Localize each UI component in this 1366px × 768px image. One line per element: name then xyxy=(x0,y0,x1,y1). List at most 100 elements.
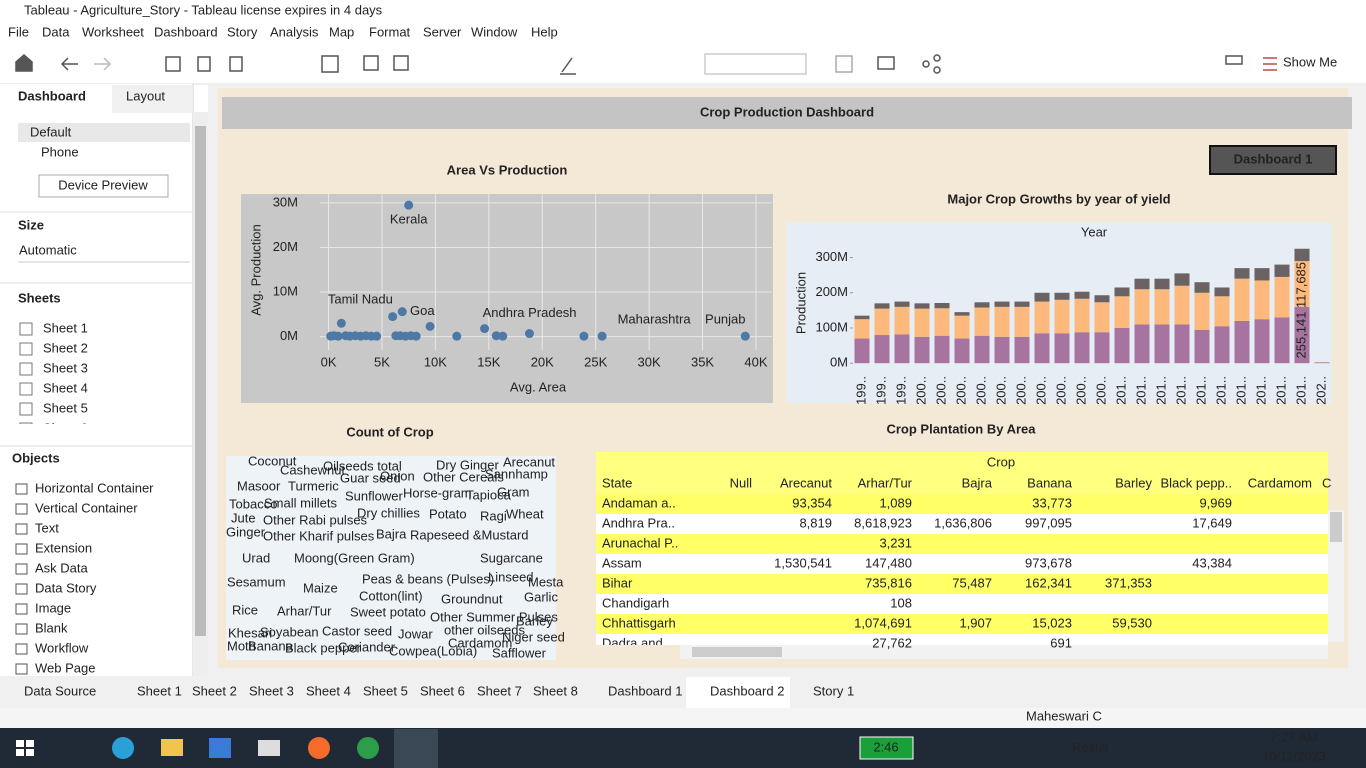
active-tab[interactable] xyxy=(686,677,790,708)
x-tick-label: 201.. xyxy=(1113,376,1128,405)
sheet-item[interactable]: Sheet 5 xyxy=(43,400,88,415)
sheet-item[interactable]: Sheet 3 xyxy=(43,360,88,375)
sheet-tab[interactable]: Sheet 7 xyxy=(477,683,522,698)
sheet-tab[interactable]: Dashboard 2 xyxy=(710,683,784,698)
sheet-tab[interactable]: Sheet 3 xyxy=(249,683,294,698)
word: Moong(Green Gram) xyxy=(294,550,415,565)
sheet-tab[interactable]: Sheet 5 xyxy=(363,683,408,698)
table-vscroll-thumb[interactable] xyxy=(1330,512,1342,542)
object-item[interactable]: Text xyxy=(35,520,59,535)
weather[interactable]: Result xyxy=(1072,739,1109,754)
clock-time[interactable]: 7:27 AM xyxy=(1270,729,1318,744)
battery-widget[interactable] xyxy=(859,736,914,760)
dashboard-button-label[interactable]: Dashboard 1 xyxy=(1234,151,1313,166)
device-selected[interactable] xyxy=(18,123,190,142)
sidebar-tab-label[interactable]: Dashboard xyxy=(18,88,86,103)
column-header: Arhar/Tur xyxy=(858,475,913,490)
show-me[interactable]: Show Me xyxy=(1283,54,1337,69)
sidebar-tab[interactable] xyxy=(112,85,193,113)
object-item[interactable]: Horizontal Container xyxy=(35,480,154,495)
table-cell: 3,231 xyxy=(879,535,912,550)
explorer-icon[interactable] xyxy=(161,739,183,756)
device[interactable]: Phone xyxy=(41,144,79,159)
x-tick-label: 201.. xyxy=(1213,376,1228,405)
clock-date[interactable]: 10/11/2023 xyxy=(1262,748,1326,763)
start-button[interactable] xyxy=(16,740,34,756)
dashboard-button[interactable] xyxy=(1209,145,1337,175)
table-hscroll-thumb[interactable] xyxy=(692,647,782,657)
table-cell: Chhattisgarh xyxy=(602,615,676,630)
x-tick-label: 5K xyxy=(374,354,390,369)
sheet-item[interactable]: Sheet 4 xyxy=(43,380,88,395)
sheet-tab[interactable]: Sheet 6 xyxy=(420,683,465,698)
sheet-tab[interactable]: Data Source xyxy=(24,683,96,698)
table-cell: 108 xyxy=(890,595,912,610)
object-item[interactable]: Vertical Container xyxy=(35,500,138,515)
sheet-tab[interactable]: Sheet 8 xyxy=(533,683,578,698)
menu-item[interactable]: Server xyxy=(423,24,462,39)
object-item[interactable]: Web Page xyxy=(35,660,95,675)
sidebar-tab-active[interactable] xyxy=(0,85,112,113)
scroll-thumb[interactable] xyxy=(195,126,206,636)
bar-segment xyxy=(1034,301,1050,334)
menu-item[interactable]: Dashboard xyxy=(154,24,218,39)
bar-annotation: 255,141 xyxy=(1293,312,1308,359)
size-value[interactable]: Automatic xyxy=(19,242,77,257)
y-axis-label: Production xyxy=(793,272,808,334)
menu-item[interactable]: File xyxy=(8,24,29,39)
tableau-task[interactable] xyxy=(394,729,438,768)
battery[interactable]: 2:46 xyxy=(873,739,898,754)
sheet-tab[interactable]: Sheet 4 xyxy=(306,683,351,698)
sheet-tab[interactable]: Sheet 2 xyxy=(192,683,237,698)
object-item[interactable]: Blank xyxy=(35,620,68,635)
x-tick-label: 40K xyxy=(744,354,767,369)
menu-item[interactable]: Story xyxy=(227,24,258,39)
menu-item[interactable]: Window xyxy=(471,24,518,39)
object-item[interactable]: Data Story xyxy=(35,580,97,595)
table-vscroll[interactable] xyxy=(1328,510,1344,642)
sheet-item[interactable]: Sheet 2 xyxy=(43,340,88,355)
bar-segment xyxy=(1094,302,1110,333)
x-tick-label: 200.. xyxy=(933,376,948,405)
object-item[interactable]: Extension xyxy=(35,540,92,555)
menu-item[interactable]: Worksheet xyxy=(82,24,144,39)
table-row xyxy=(596,554,1328,574)
device[interactable]: Default xyxy=(30,124,72,139)
menu-item[interactable]: Map xyxy=(329,24,354,39)
table-cell: 59,530 xyxy=(1112,615,1152,630)
firefox-icon[interactable] xyxy=(308,737,330,759)
user[interactable]: Maheswari C xyxy=(1026,708,1102,723)
bar-segment xyxy=(1174,285,1190,325)
mail-icon[interactable] xyxy=(258,740,280,756)
sheet-item[interactable]: Sheet 1 xyxy=(43,320,88,335)
object-item[interactable]: Image xyxy=(35,600,71,615)
store-icon[interactable] xyxy=(209,738,231,758)
x-tick-label: 200.. xyxy=(973,376,988,405)
object-item[interactable]: Workflow xyxy=(35,640,89,655)
bar-segment xyxy=(1234,278,1250,321)
chrome-icon[interactable] xyxy=(357,737,379,759)
sidebar-tab-label[interactable]: Layout xyxy=(126,88,165,103)
device-preview-button[interactable] xyxy=(38,174,169,198)
x-tick-label: 200.. xyxy=(1073,376,1088,405)
table-row xyxy=(596,574,1328,594)
menu-item[interactable]: Help xyxy=(531,24,558,39)
word: Peas & beans (Pulses) xyxy=(362,571,494,586)
bar-segment xyxy=(994,301,1010,307)
word: Castor seed xyxy=(322,623,392,638)
sheet-tab[interactable]: Sheet 1 xyxy=(137,683,182,698)
menu-item[interactable]: Format xyxy=(369,24,411,39)
sheet-tab[interactable]: Story 1 xyxy=(813,683,854,698)
table-hscroll[interactable] xyxy=(680,645,1328,659)
section-title: Objects xyxy=(12,450,60,465)
table-cell: Assam xyxy=(602,555,642,570)
device-preview[interactable]: Device Preview xyxy=(58,177,148,192)
menu-item[interactable]: Analysis xyxy=(270,24,319,39)
object-item[interactable]: Ask Data xyxy=(35,560,89,575)
sheet-tab[interactable]: Dashboard 1 xyxy=(608,683,682,698)
menu-item[interactable]: Data xyxy=(42,24,70,39)
edge-icon[interactable] xyxy=(112,737,134,759)
toolbar-icons xyxy=(15,53,1277,75)
word: Urad xyxy=(242,550,270,565)
table-row xyxy=(596,614,1328,634)
